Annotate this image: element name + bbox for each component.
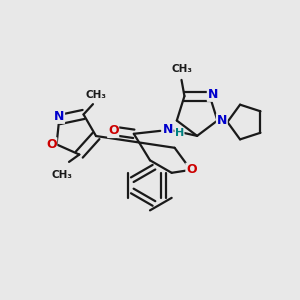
Text: CH₃: CH₃ (85, 90, 106, 100)
Text: CH₃: CH₃ (51, 170, 72, 180)
Text: O: O (46, 138, 57, 151)
Text: N: N (217, 114, 227, 127)
Text: N: N (208, 88, 218, 101)
Text: O: O (108, 124, 119, 137)
Text: H: H (175, 128, 184, 138)
Text: N: N (54, 110, 64, 123)
Text: O: O (186, 164, 197, 176)
Text: N: N (163, 123, 173, 136)
Text: CH₃: CH₃ (171, 64, 192, 74)
